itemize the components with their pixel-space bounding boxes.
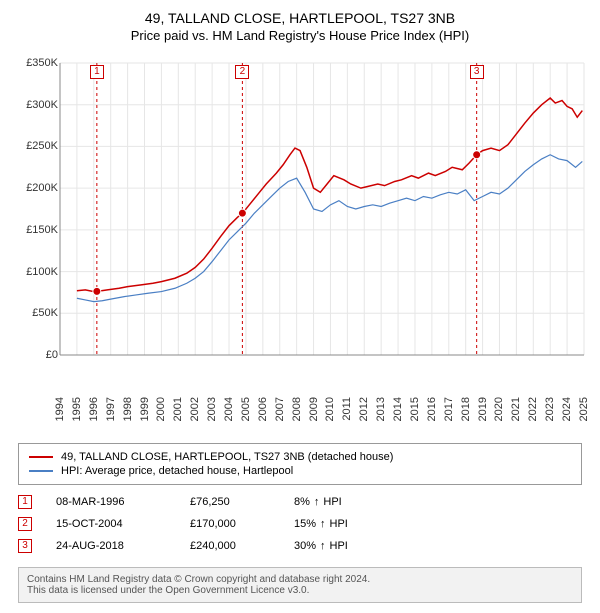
diff-percent: 15%	[294, 518, 316, 530]
table-row: 1 08-MAR-1996 £76,250 8% ↑HPI	[18, 491, 582, 513]
attribution-line: Contains HM Land Registry data © Crown c…	[27, 574, 573, 585]
x-axis-label: 2009	[308, 397, 320, 421]
table-row: 2 15-OCT-2004 £170,000 15% ↑ HPI	[18, 513, 582, 535]
x-axis-label: 2016	[426, 397, 438, 421]
x-axis-label: 1999	[139, 397, 151, 421]
transaction-price: £76,250	[190, 496, 270, 508]
diff-percent: 8%	[294, 496, 310, 508]
transaction-date: 24-AUG-2018	[56, 540, 166, 552]
legend-label: 49, TALLAND CLOSE, HARTLEPOOL, TS27 3NB …	[61, 451, 393, 463]
transaction-marker: 2	[18, 517, 32, 531]
x-axis-label: 2025	[578, 397, 590, 421]
transaction-price: £170,000	[190, 518, 270, 530]
x-axis-label: 2006	[257, 397, 269, 421]
x-axis-label: 2003	[206, 397, 218, 421]
y-axis-label: £350K	[26, 57, 58, 69]
legend-swatch	[29, 456, 53, 458]
diff-percent: 30%	[294, 540, 316, 552]
x-axis-label: 2020	[493, 397, 505, 421]
attribution-line: This data is licensed under the Open Gov…	[27, 585, 573, 596]
transaction-marker: 3	[18, 539, 32, 553]
x-axis-label: 2011	[341, 397, 353, 421]
x-axis-label: 2007	[274, 397, 286, 421]
transaction-price: £240,000	[190, 540, 270, 552]
y-axis-label: £300K	[26, 99, 58, 111]
y-axis-label: £150K	[26, 224, 58, 236]
x-axis-label: 2024	[561, 397, 573, 421]
transaction-table: 108-MAR-1996£76,2508%↑HPI215-OCT-2004£17…	[18, 491, 582, 557]
legend-item: HPI: Average price, detached house, Hart…	[29, 464, 571, 478]
diff-suffix: HPI	[330, 518, 348, 530]
x-axis-label: 2019	[477, 397, 489, 421]
chart-container: 49, TALLAND CLOSE, HARTLEPOOL, TS27 3NB …	[0, 0, 600, 613]
x-axis-label: 2002	[189, 397, 201, 421]
chart-subtitle: Price paid vs. HM Land Registry's House …	[8, 28, 592, 43]
x-axis-label: 2015	[409, 397, 421, 421]
transaction-marker: 3	[470, 65, 484, 79]
transaction-marker: 2	[235, 65, 249, 79]
x-axis-label: 2001	[172, 397, 184, 421]
x-axis-label: 2004	[223, 397, 235, 421]
arrow-up-icon: ↑	[320, 518, 326, 530]
attribution-box: Contains HM Land Registry data © Crown c…	[18, 567, 582, 603]
x-axis-label: 2005	[240, 397, 252, 421]
transaction-marker: 1	[18, 495, 32, 509]
x-axis-label: 2023	[544, 397, 556, 421]
y-axis-label: £200K	[26, 182, 58, 194]
transaction-date: 15-OCT-2004	[56, 518, 166, 530]
x-axis-label: 2017	[443, 397, 455, 421]
chart-svg	[8, 55, 592, 395]
x-axis-label: 2008	[291, 397, 303, 421]
x-axis-label: 1995	[71, 397, 83, 421]
transaction-marker: 1	[90, 65, 104, 79]
y-axis-label: £100K	[26, 266, 58, 278]
arrow-up-icon: ↑	[314, 496, 320, 508]
diff-suffix: HPI	[330, 540, 348, 552]
x-axis-label: 2022	[527, 397, 539, 421]
legend-swatch	[29, 470, 53, 472]
table-row: 3 24-AUG-2018 £240,000 30% ↑ HPI	[18, 535, 582, 557]
x-axis-label: 2018	[460, 397, 472, 421]
x-axis-label: 2021	[510, 397, 522, 421]
x-axis-label: 2000	[155, 397, 167, 421]
transaction-diff: 15% ↑ HPI	[294, 518, 348, 530]
x-axis-label: 1996	[88, 397, 100, 421]
transaction-diff: 30% ↑ HPI	[294, 540, 348, 552]
diff-suffix: HPI	[323, 496, 341, 508]
transaction-date: 08-MAR-1996	[56, 496, 166, 508]
x-axis-label: 1997	[105, 397, 117, 421]
y-axis-label: £0	[46, 349, 58, 361]
y-axis-label: £250K	[26, 140, 58, 152]
x-axis-label: 2013	[375, 397, 387, 421]
x-axis-label: 1994	[54, 397, 66, 421]
legend-label: HPI: Average price, detached house, Hart…	[61, 465, 293, 477]
legend-item: 49, TALLAND CLOSE, HARTLEPOOL, TS27 3NB …	[29, 450, 571, 464]
legend: 49, TALLAND CLOSE, HARTLEPOOL, TS27 3NB …	[18, 443, 582, 485]
x-axis-label: 2010	[324, 397, 336, 421]
transaction-diff: 8% ↑HPI	[294, 496, 342, 508]
x-axis-label: 2012	[358, 397, 370, 421]
chart-plot-area: £0£50K£100K£150K£200K£250K£300K£350K1994…	[8, 55, 592, 395]
arrow-up-icon: ↑	[320, 540, 326, 552]
x-axis-label: 1998	[122, 397, 134, 421]
chart-title: 49, TALLAND CLOSE, HARTLEPOOL, TS27 3NB	[8, 10, 592, 26]
x-axis-label: 2014	[392, 397, 404, 421]
y-axis-label: £50K	[32, 307, 58, 319]
